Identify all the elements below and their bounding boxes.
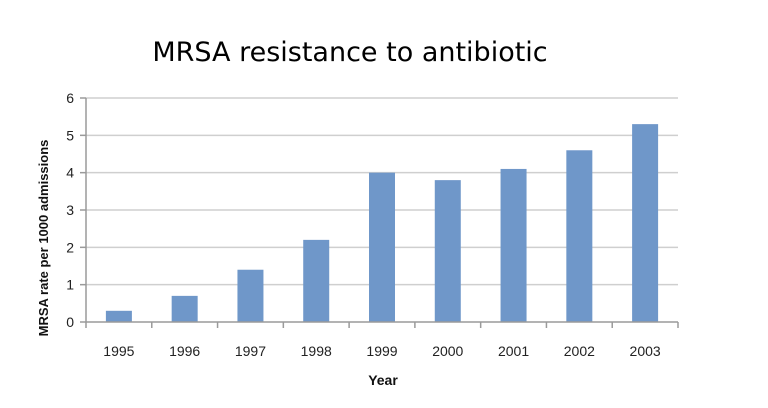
- x-tick-label: 1995: [103, 343, 134, 359]
- x-tick-label: 2001: [498, 343, 529, 359]
- bar-1997: [237, 269, 264, 322]
- y-tick-label: 6: [66, 90, 74, 106]
- x-tick-label: 1997: [235, 343, 266, 359]
- y-tick-label: 2: [66, 239, 74, 255]
- y-axis-label: MRSA rate per 1000 admissions: [36, 140, 51, 337]
- y-tick-label: 4: [66, 165, 74, 181]
- bar-2000: [434, 180, 461, 322]
- y-tick-labels: 0 1 2 3 4 5 6: [66, 90, 74, 330]
- x-tick-labels: 1995 1996 1997 1998 1999 2000 2001 2002 2003: [103, 343, 661, 359]
- y-tick-label: 3: [66, 202, 74, 218]
- x-tick-label: 2003: [630, 343, 661, 359]
- x-axis-label: Year: [368, 372, 398, 388]
- bar-2003: [632, 124, 659, 322]
- bar-2001: [500, 168, 527, 322]
- bar-1996: [171, 295, 198, 322]
- x-tick-label: 2002: [564, 343, 595, 359]
- y-tick-label: 5: [66, 127, 74, 143]
- x-tick-label: 1999: [366, 343, 397, 359]
- bar-1998: [303, 239, 330, 322]
- bar-1995: [105, 310, 132, 322]
- y-tick-label: 1: [66, 277, 74, 293]
- bars: [105, 124, 659, 322]
- x-tick-label: 1996: [169, 343, 200, 359]
- x-tick-label: 1998: [301, 343, 332, 359]
- bar-2002: [566, 150, 593, 322]
- chart-title: MRSA resistance to antibiotic: [152, 37, 547, 68]
- axes: [85, 98, 679, 328]
- bar-1999: [369, 172, 395, 322]
- y-tick-label: 0: [66, 314, 74, 330]
- x-tick-label: 2000: [432, 343, 463, 359]
